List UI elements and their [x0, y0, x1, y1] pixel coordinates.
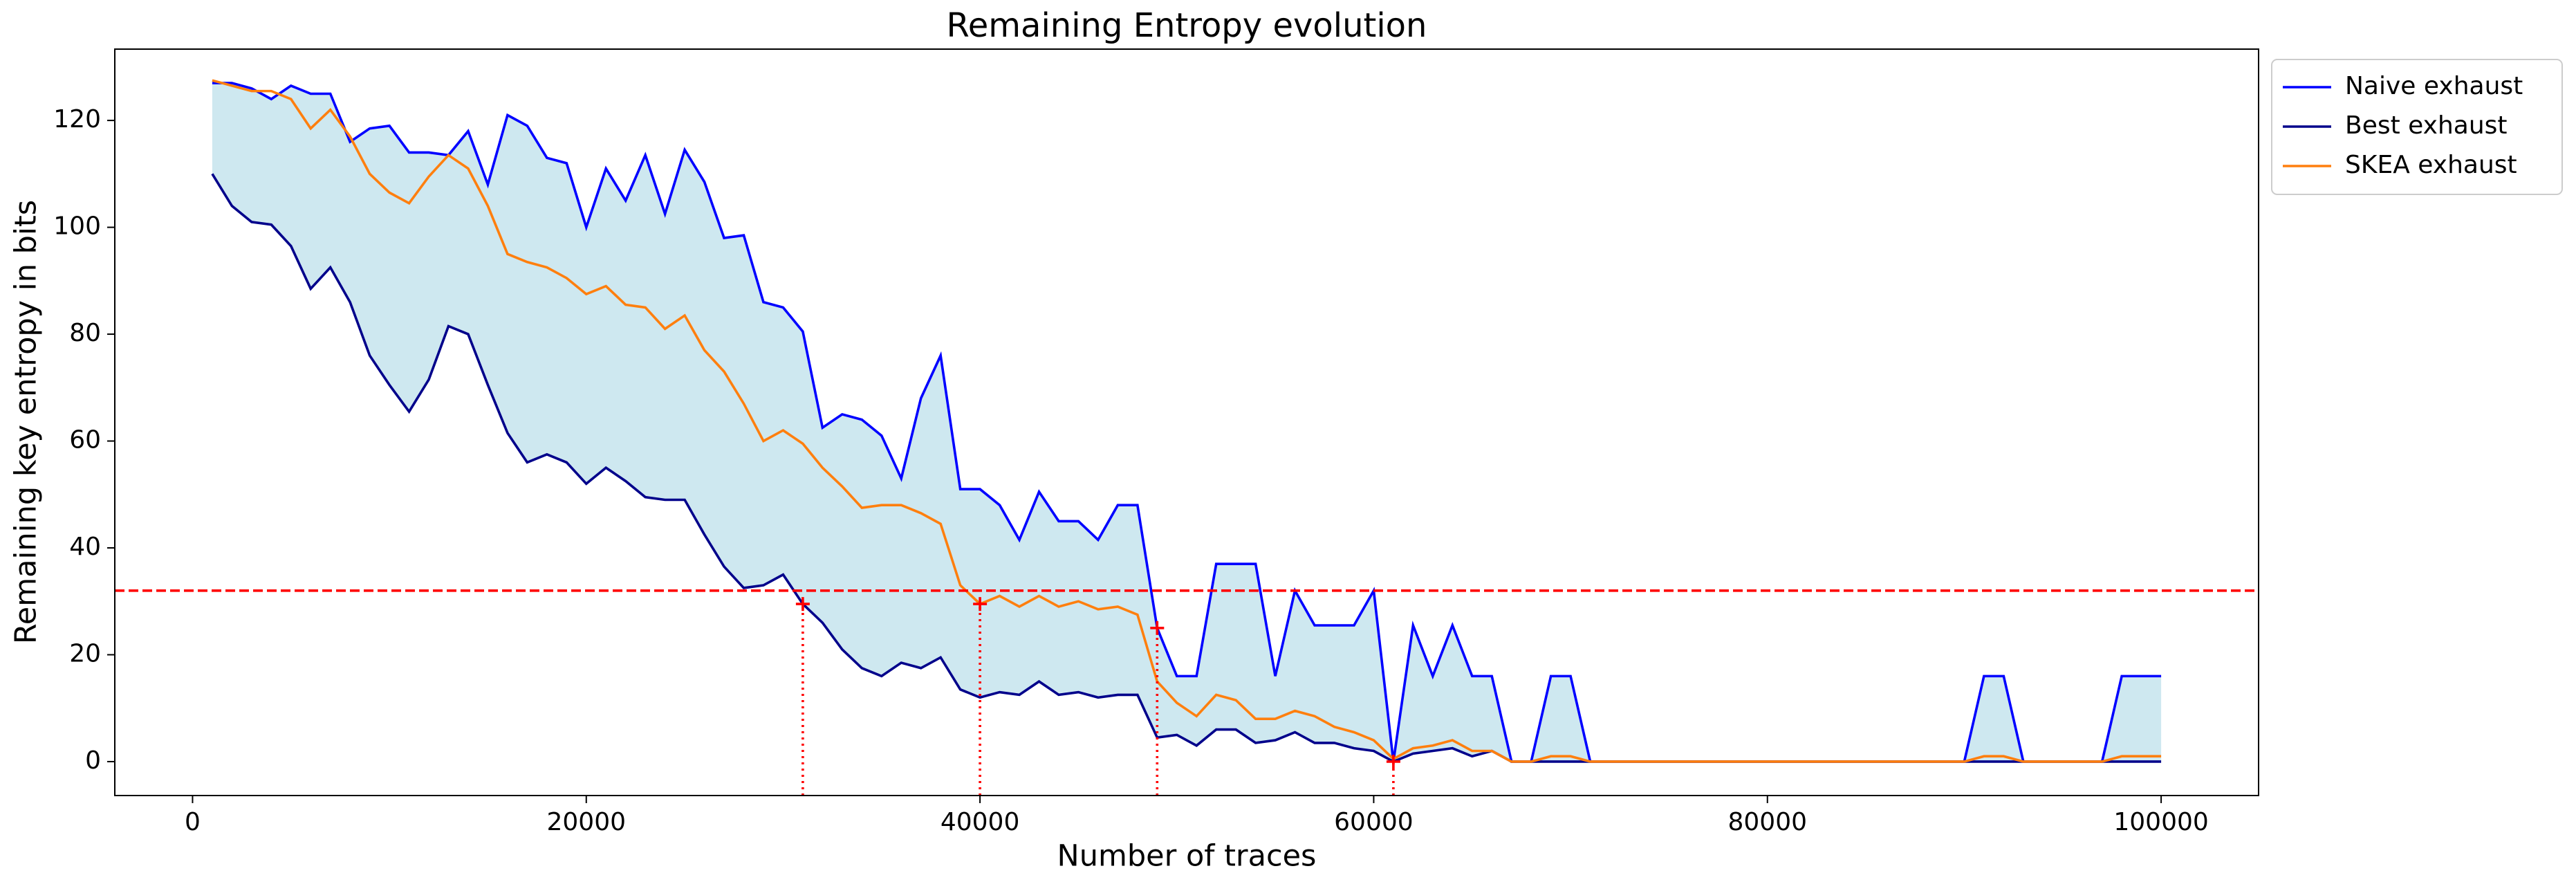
legend-label: Best exhaust	[2345, 111, 2508, 140]
crossing-marker	[1386, 754, 1400, 769]
series-line	[212, 79, 2162, 763]
y-tick-label: 120	[53, 105, 101, 134]
x-axis-label: Number of traces	[1057, 839, 1317, 874]
fill-between	[212, 83, 2162, 762]
legend-label: SKEA exhaust	[2345, 151, 2517, 179]
y-tick-label: 100	[53, 212, 101, 241]
legend-box	[2271, 59, 2563, 195]
x-tick-label: 20000	[547, 808, 627, 836]
x-tick-label: 100000	[2113, 808, 2208, 836]
crossing-marker	[1150, 621, 1165, 635]
legend-label: Naive exhaust	[2345, 72, 2523, 100]
chart-title: Remaining Entropy evolution	[947, 6, 1427, 45]
x-tick-label: 0	[185, 808, 201, 836]
crossing-marker	[973, 597, 988, 612]
axes-frame	[114, 48, 2259, 796]
y-tick-label: 60	[69, 426, 101, 454]
y-tick-label: 40	[69, 533, 101, 561]
y-tick-label: 80	[69, 319, 101, 347]
x-tick-label: 40000	[940, 808, 1020, 836]
y-tick-label: 20	[69, 639, 101, 668]
crossing-marker	[795, 597, 810, 612]
y-tick-label: 0	[85, 746, 101, 775]
x-tick-label: 80000	[1727, 808, 1807, 836]
x-tick-label: 60000	[1334, 808, 1414, 836]
y-axis-label: Remaining key entropy in bits	[9, 200, 44, 644]
